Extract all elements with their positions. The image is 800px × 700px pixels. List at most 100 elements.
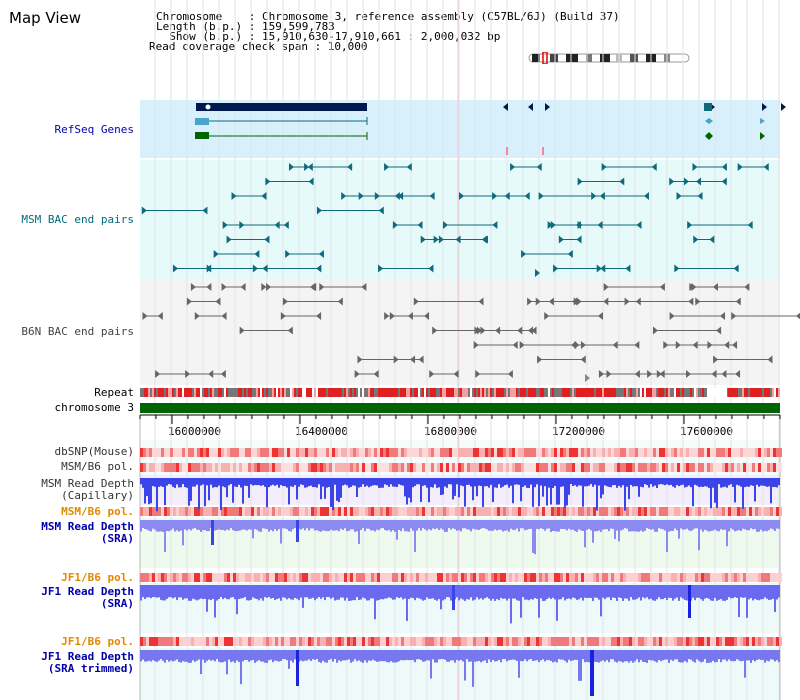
repeat-segment	[158, 388, 160, 397]
heat-cell	[539, 463, 542, 472]
heat-cell	[515, 573, 518, 582]
depth-bar	[692, 520, 694, 530]
heat-cell	[533, 448, 536, 457]
bac-end-marker	[406, 163, 412, 171]
depth-bar	[334, 650, 336, 660]
heat-cell	[437, 637, 440, 646]
heat-cell	[365, 637, 368, 646]
depth-bar	[530, 650, 532, 660]
heat-cell	[353, 573, 356, 582]
heat-cell	[545, 637, 548, 646]
bac-end-marker	[384, 163, 390, 171]
depth-bar	[414, 585, 416, 601]
depth-bar	[294, 520, 296, 529]
depth-bar	[196, 478, 198, 485]
depth-bar	[532, 520, 534, 553]
depth-bar	[464, 478, 466, 507]
heat-cell	[173, 507, 176, 516]
chromosome-ideogram[interactable]	[528, 52, 690, 64]
depth-bar	[470, 478, 472, 487]
repeat-segment	[302, 388, 304, 397]
heat-cell	[767, 463, 770, 472]
heat-cell	[464, 507, 467, 516]
bac-end-marker	[735, 297, 741, 306]
bac-end-marker	[553, 264, 559, 273]
repeat-segment	[418, 388, 420, 397]
depth-bar	[598, 520, 600, 531]
gene-arrow	[762, 103, 767, 111]
heat-cell	[665, 637, 668, 646]
repeat-segment	[642, 388, 644, 397]
axis-tick-label: 16000000	[168, 425, 221, 438]
heat-cell	[254, 448, 257, 457]
depth-bar	[676, 478, 678, 486]
repeat-segment	[440, 388, 442, 397]
depth-bar	[474, 650, 476, 662]
depth-bar	[442, 478, 444, 495]
heat-cell	[515, 463, 518, 472]
heat-cell	[749, 507, 752, 516]
heat-cell	[554, 637, 557, 646]
repeat-segment	[172, 388, 174, 397]
bac-end-marker	[213, 250, 219, 258]
depth-bar	[708, 520, 710, 532]
depth-bar	[718, 650, 720, 660]
depth-bar	[300, 585, 302, 598]
depth-bar	[142, 520, 144, 529]
repeat-segment	[390, 388, 392, 397]
heat-cell	[164, 507, 167, 516]
heat-cell	[545, 507, 548, 516]
depth-bar	[696, 650, 698, 660]
repeat-segment	[154, 388, 156, 397]
depth-bar	[548, 585, 550, 598]
depth-bar	[682, 520, 684, 530]
heat-cell	[713, 507, 716, 516]
heat-cell	[527, 463, 530, 472]
bac-end-marker	[599, 192, 605, 200]
depth-bar	[528, 650, 530, 660]
heat-cell	[443, 463, 446, 472]
depth-bar	[346, 478, 348, 486]
depth-bar	[618, 520, 620, 542]
heat-cell	[308, 463, 311, 472]
depth-bar	[562, 585, 564, 598]
repeat-segment	[588, 388, 590, 397]
depth-bar	[770, 520, 772, 529]
repeat-segment	[672, 388, 674, 397]
heat-cell	[749, 463, 752, 472]
depth-bar	[418, 478, 420, 485]
repeat-segment	[628, 388, 630, 397]
depth-bar	[318, 478, 320, 485]
depth-bar	[538, 478, 540, 507]
depth-bar	[306, 650, 308, 661]
heat-cell	[614, 573, 617, 582]
depth-bar	[530, 520, 532, 529]
repeat-segment	[216, 388, 218, 397]
repeat-segment	[508, 388, 510, 397]
heat-cell	[140, 573, 143, 582]
heat-cell	[515, 448, 518, 457]
bac-end-marker	[696, 177, 702, 186]
depth-bar	[656, 585, 658, 600]
heat-cell	[218, 507, 221, 516]
depth-bar	[232, 585, 234, 598]
bac-end-marker	[707, 341, 713, 349]
heat-cell	[239, 637, 242, 646]
heat-cell	[677, 463, 680, 472]
depth-bar	[472, 478, 474, 501]
depth-bar	[190, 650, 192, 663]
repeat-segment	[322, 388, 324, 397]
heat-cell	[767, 573, 770, 582]
heat-cell	[344, 463, 347, 472]
depth-bar	[476, 520, 478, 530]
depth-bar	[204, 478, 206, 507]
repeat-segment	[652, 388, 654, 397]
depth-bar	[746, 585, 748, 618]
repeat-segment	[730, 388, 732, 397]
bac-end-marker	[185, 370, 191, 378]
depth-bar	[406, 650, 408, 660]
depth-bar	[742, 585, 744, 598]
bac-end-marker	[254, 250, 260, 258]
bac-end-marker	[512, 341, 518, 349]
